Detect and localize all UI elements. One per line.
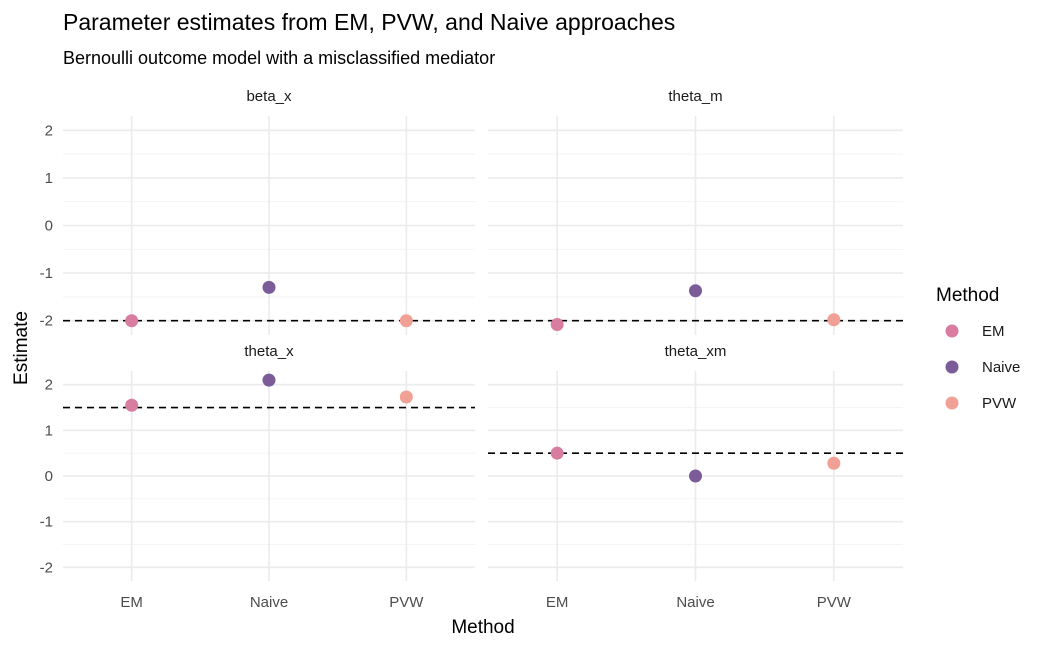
facet-panel-theta_x: theta_x -2 -1 0 1 2 EM Naive PVW [40,343,475,611]
y-tick-label: 0 [45,218,53,235]
legend-key [945,324,959,338]
y-tick-label: 0 [45,468,53,485]
y-axis-title: Estimate [11,311,32,385]
y-tick-label: 2 [45,122,53,139]
point-theta_m-Naive [689,284,702,298]
point-beta_x-EM [125,314,139,328]
legend: EM Naive PVW [945,323,1020,412]
chart-subtitle: Bernoulli outcome model with a misclassi… [63,48,495,68]
legend-item-EM: EM [945,323,1005,340]
legend-label: Naive [982,359,1020,376]
y-tick-label: -2 [40,559,53,576]
facet-panel-theta_xm: theta_xm EM Naive PVW [488,343,903,611]
x-tick-label: PVW [389,594,424,611]
y-tick-label: -2 [40,313,53,330]
facet-strip-label: theta_xm [665,343,727,360]
facet-panel-beta_x: beta_x -2 -1 0 1 2 [40,88,475,335]
legend-title: Method [936,285,999,306]
y-tick-label: 1 [45,422,53,439]
point-theta_m-EM [550,318,564,332]
point-theta_m-PVW [827,313,841,327]
y-tick-label: 2 [45,377,53,394]
point-theta_x-PVW [399,390,413,404]
point-theta_xm-Naive [689,469,702,483]
point-beta_x-Naive [262,280,276,294]
x-tick-label: EM [120,594,143,611]
facet-panel-theta_m: theta_m [488,88,903,335]
legend-label: PVW [982,395,1017,412]
x-tick-label: Naive [676,594,714,611]
y-tick-label: 1 [45,170,53,187]
legend-item-PVW: PVW [945,395,1017,412]
y-tick-label: -1 [40,265,53,282]
point-theta_xm-EM [550,446,564,460]
legend-key [945,360,959,374]
facet-strip-label: theta_m [668,88,722,105]
point-beta_x-PVW [399,314,413,328]
x-tick-label: PVW [817,594,852,611]
facet-strip-label: theta_x [244,343,294,360]
legend-key [945,396,959,410]
point-theta_x-Naive [262,373,276,387]
y-tick-label: -1 [40,514,53,531]
facet-panels: beta_x -2 -1 0 1 2 theta_m theta_x -2 -1 0 1 2 EM Naiv… [40,88,903,611]
chart-title: Parameter estimates from EM, PVW, and Na… [63,9,675,35]
x-axis-title: Method [451,617,514,638]
x-tick-label: Naive [250,594,288,611]
facet-strip-label: beta_x [246,88,292,105]
legend-label: EM [982,323,1005,340]
point-theta_xm-PVW [827,456,841,470]
legend-item-Naive: Naive [945,359,1020,376]
point-theta_x-EM [125,398,139,412]
x-tick-label: EM [546,594,569,611]
